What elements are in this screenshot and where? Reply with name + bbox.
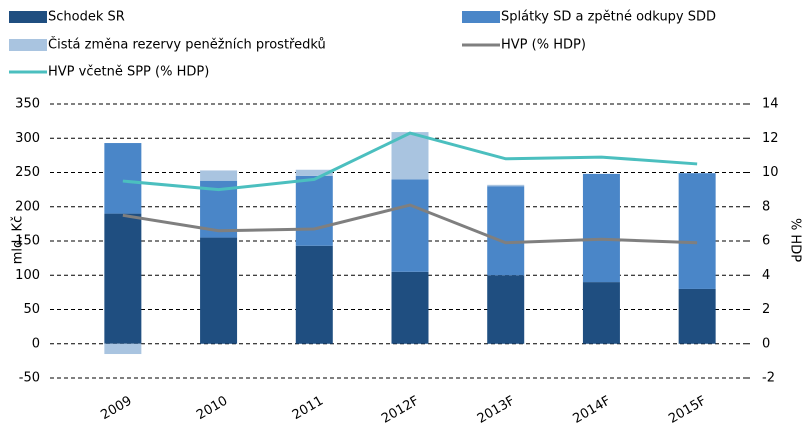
x-tick-label: 2009 [98,394,134,424]
bar [104,143,142,214]
y2-tick-label: 0 [762,336,770,351]
y-tick-label: 250 [15,165,40,180]
bar [295,245,333,344]
bar [487,275,525,344]
bar [104,343,142,355]
x-tick-label: 2014F [571,394,614,427]
x-tick-label: 2011 [290,394,326,424]
bar [391,271,429,344]
bar [200,170,238,181]
y-tick-label: 100 [15,268,40,283]
line [122,203,698,245]
y2-tick-label: 4 [762,268,770,283]
bar [104,213,142,344]
bar [678,288,716,344]
legend-label: Schodek SR [48,10,125,25]
y2-tick-label: 8 [762,199,770,214]
line [122,131,698,192]
bar [295,169,333,176]
legend-label: Splátky SD a zpětné odkupy SDD [501,10,716,25]
y2-tick-label: 12 [762,131,779,146]
y2-tick-label: 14 [762,97,779,112]
x-tick-label: 2010 [194,394,230,424]
bar [391,179,429,272]
y-tick-label: 0 [32,336,40,351]
bar [200,237,238,344]
y-tick-label: -50 [19,371,40,386]
bar [582,173,620,283]
bar [487,186,525,276]
legend-label: Čistá změna rezervy peněžních prostředků [48,37,326,53]
y2-tick-label: 10 [762,165,779,180]
x-tick-label: 2015F [666,394,709,427]
y-axis-label: mld. Kč [11,216,26,264]
y2-axis-label: % HDP [788,218,803,262]
bar [582,282,620,344]
bar [678,173,716,289]
x-tick-label: 2013F [475,394,518,427]
legend-swatch [9,39,47,51]
y2-tick-label: 6 [762,234,770,249]
x-tick-label: 2012F [379,394,422,427]
y-tick-label: 50 [23,302,40,317]
bar [487,184,525,187]
legend-swatch [462,11,500,23]
legend-label: HVP (% HDP) [501,38,586,53]
y-tick-label: 150 [15,234,40,249]
bar [295,175,333,246]
y-tick-label: 300 [15,131,40,146]
legend-label: HVP včetně SPP (% HDP) [48,65,209,80]
y-tick-label: 350 [15,97,40,112]
y2-tick-label: -2 [762,371,775,386]
y2-tick-label: 2 [762,302,770,317]
y-tick-label: 200 [15,199,40,214]
legend-swatch [9,11,47,23]
